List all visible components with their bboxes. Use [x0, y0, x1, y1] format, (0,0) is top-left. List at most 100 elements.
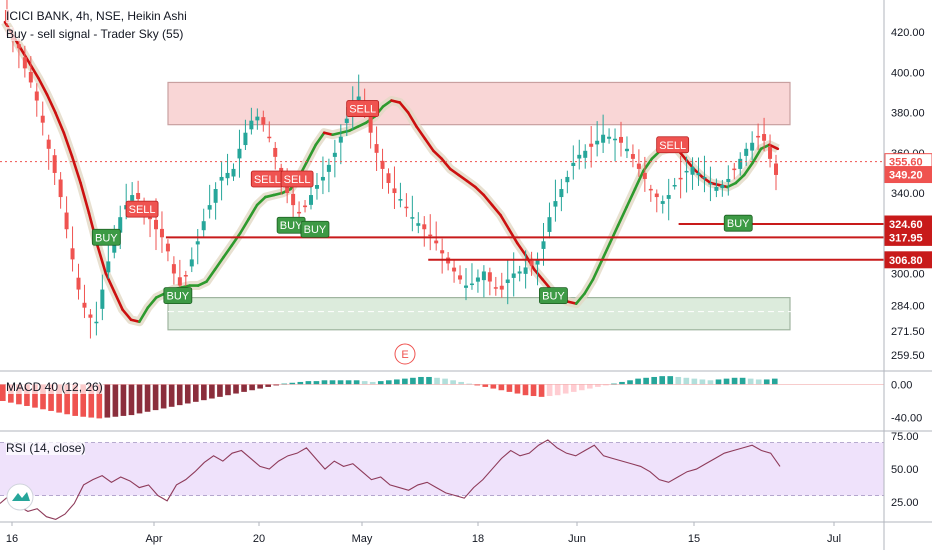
macd-bar: [619, 381, 625, 385]
signal-text: BUY: [727, 218, 750, 230]
macd-bar: [458, 381, 464, 385]
macd-bar: [152, 384, 159, 411]
sell-zone: [167, 81, 791, 126]
candle-body: [76, 277, 81, 290]
macd-bar: [546, 384, 553, 397]
trend-segment: [339, 129, 351, 135]
candle-body: [630, 154, 635, 159]
sell-signal: [656, 136, 690, 154]
time-tick-label: Jun: [568, 533, 586, 545]
macd-bar: [611, 383, 617, 385]
candle-body: [416, 223, 421, 226]
signal-text: SELL: [349, 104, 376, 116]
trend-segment: [768, 143, 780, 151]
trend-segment: [490, 203, 502, 217]
price-tick-label: 420.00: [891, 27, 925, 39]
trend-segment: [230, 231, 242, 247]
macd-bar: [345, 380, 352, 385]
price-tick-label: 380.00: [891, 108, 925, 120]
trend-segment: [54, 111, 66, 135]
macd-bar: [723, 378, 730, 385]
candle-body: [636, 163, 641, 169]
candle-body: [219, 176, 224, 181]
candle-body: [529, 260, 534, 266]
candle-body: [487, 272, 492, 282]
candle-body: [213, 189, 218, 203]
candle-body: [326, 164, 331, 172]
macd-bar: [136, 384, 143, 414]
candle-body: [225, 172, 230, 179]
candle-body: [237, 148, 242, 159]
trend-segment: [70, 155, 82, 185]
macd-bar: [707, 380, 714, 385]
candle-body: [255, 116, 260, 121]
macd-bar: [40, 384, 46, 410]
candle-body: [434, 240, 439, 244]
price-label-text: 317.95: [889, 232, 923, 244]
candle-body: [398, 199, 403, 201]
candle-body: [440, 250, 445, 254]
macd-bar: [755, 379, 762, 385]
trend-segment: [96, 244, 108, 275]
candle-body: [648, 188, 653, 191]
candle-body: [428, 234, 433, 237]
macd-tick-label: 0.00: [891, 379, 912, 391]
macd-bar: [80, 384, 87, 417]
candle-body: [702, 176, 707, 179]
macd-bar: [659, 376, 666, 385]
candle-body: [601, 134, 606, 143]
candle-body: [732, 168, 737, 171]
trend-segment: [415, 125, 427, 141]
candle-body: [565, 176, 570, 183]
signal-text: SELL: [129, 204, 156, 216]
candle-body: [82, 302, 87, 308]
candle-body: [195, 241, 200, 245]
candle-body: [595, 140, 600, 145]
candle-body: [690, 166, 695, 175]
candle-body: [493, 287, 498, 289]
macd-bar: [361, 381, 368, 385]
macd-bar: [0, 384, 6, 401]
trend-segment: [255, 195, 267, 207]
rsi-tick-label: 25.00: [891, 497, 919, 509]
macd-bar: [24, 384, 30, 406]
price-label-text: 355.60: [889, 157, 923, 169]
trend-segment: [28, 63, 40, 80]
trend-segment: [566, 300, 578, 305]
candle-body: [750, 142, 755, 151]
trend-segment: [440, 157, 452, 171]
macd-bar: [691, 378, 698, 385]
macd-bar: [289, 382, 296, 385]
buy-zone: [167, 297, 791, 331]
macd-bar: [715, 379, 722, 385]
candle-body: [231, 168, 236, 177]
macd-bar: [144, 384, 151, 412]
trend-segment: [457, 173, 469, 183]
candle-body: [583, 150, 588, 158]
macd-bar: [554, 384, 561, 396]
trend-segment: [79, 181, 91, 215]
trend-segment: [314, 131, 326, 147]
trend-segment: [625, 187, 637, 209]
candle-body: [273, 147, 278, 157]
sell-signal: [346, 100, 380, 117]
candle-body: [535, 259, 540, 265]
macd-tick-label: -40.00: [891, 413, 922, 425]
macd-bar: [305, 381, 312, 385]
candle-body: [678, 177, 683, 180]
trend-segment: [734, 173, 746, 185]
candle-body: [165, 243, 170, 252]
candle-body: [553, 201, 558, 207]
macd-bar: [72, 384, 78, 416]
price-tick-label: 300.00: [891, 268, 925, 280]
price-label-box: [884, 166, 932, 184]
time-tick-label: Jul: [827, 533, 841, 545]
chart-title: ICICI BANK, 4h, NSE, Heikin Ashi: [6, 9, 187, 23]
trend-segment: [600, 242, 612, 263]
trend-segment: [121, 308, 133, 322]
signal-text: BUY: [280, 220, 303, 232]
candle-body: [207, 205, 212, 210]
candle-body: [291, 193, 296, 206]
rsi-line: [0, 439, 781, 520]
